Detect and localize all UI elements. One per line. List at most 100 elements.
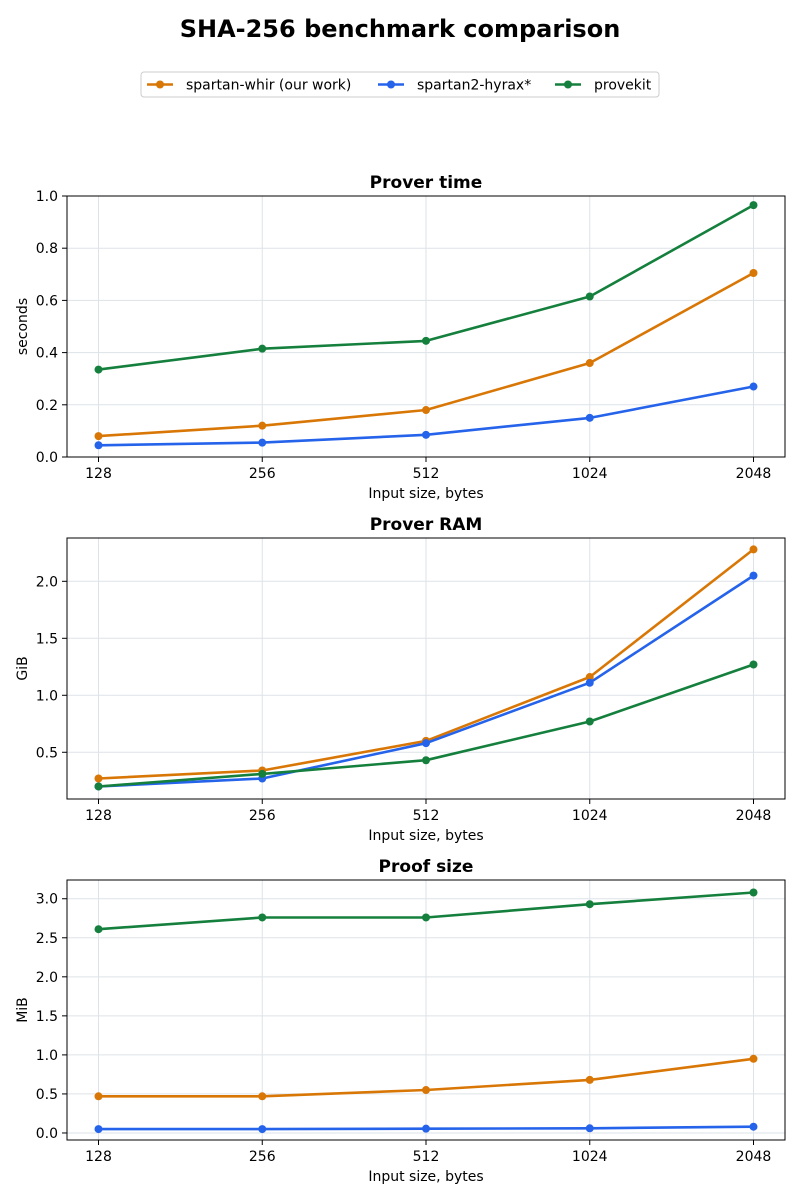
x-tick-label: 256 [249, 808, 276, 824]
data-point [749, 382, 758, 391]
data-point [749, 545, 758, 554]
data-point [749, 888, 758, 897]
y-axis-label: GiB [15, 656, 31, 680]
x-tick-label: 2048 [736, 466, 772, 482]
data-point [749, 660, 758, 669]
y-tick-label: 1.0 [36, 1048, 58, 1064]
data-point [749, 571, 758, 580]
data-point [94, 365, 103, 374]
data-point [94, 441, 103, 450]
legend-label: provekit [594, 78, 652, 94]
data-point [258, 421, 267, 430]
x-tick-label: 1024 [572, 466, 608, 482]
y-tick-label: 0.6 [36, 293, 58, 309]
data-point [258, 1092, 267, 1101]
x-tick-label: 1024 [572, 1149, 608, 1165]
data-point [749, 1122, 758, 1131]
data-point [258, 769, 267, 778]
data-point [94, 1092, 103, 1101]
x-tick-label: 128 [85, 808, 112, 824]
chart-panel: 128 256 512 1024 2048 0.5 1.0 1.5 2.0 Prover RAM I… [15, 515, 786, 844]
series [94, 1122, 758, 1134]
x-tick-label: 2048 [736, 808, 772, 824]
data-point [94, 925, 103, 934]
x-axis-label: Input size, bytes [368, 828, 483, 844]
x-axis-label: Input size, bytes [368, 1169, 483, 1185]
series [94, 201, 758, 374]
figure-title: SHA-256 benchmark comparison [180, 15, 621, 43]
legend-entry: spartan-whir (our work) [147, 78, 351, 94]
x-tick-label: 128 [85, 466, 112, 482]
data-point [749, 201, 758, 210]
chart-title: Prover time [370, 173, 483, 193]
legend-entry: spartan2-hyrax* [378, 78, 531, 94]
data-point [585, 678, 594, 687]
x-axis-label: Input size, bytes [368, 486, 483, 502]
data-point [422, 406, 430, 415]
data-point [585, 292, 594, 301]
data-point [94, 1125, 103, 1134]
chart-panel: 128 256 512 1024 2048 0.0 0.2 0.4 0.6 0.8 1.0 Prove… [15, 173, 786, 502]
data-point [422, 913, 430, 922]
legend-marker [564, 80, 572, 89]
y-tick-label: 2.0 [36, 970, 58, 986]
data-point [422, 430, 430, 439]
x-tick-label: 256 [249, 1149, 276, 1165]
data-point [258, 913, 267, 922]
legend-entry: provekit [555, 78, 652, 94]
data-point [422, 756, 430, 765]
y-tick-label: 2.5 [36, 931, 58, 947]
y-tick-label: 2.0 [36, 574, 58, 590]
y-tick-label: 3.0 [36, 892, 58, 908]
data-point [258, 344, 267, 353]
data-point [749, 1054, 758, 1063]
series [94, 268, 758, 441]
data-point [585, 1075, 594, 1084]
data-point [422, 1086, 430, 1095]
legend-marker [156, 80, 164, 89]
series [94, 382, 758, 450]
data-point [585, 413, 594, 422]
legend: spartan-whir (our work) spartan2-hyrax* pr… [140, 71, 660, 98]
x-tick-label: 128 [85, 1149, 112, 1165]
x-tick-label: 2048 [736, 1149, 772, 1165]
x-tick-label: 512 [413, 1149, 440, 1165]
legend-label: spartan2-hyrax* [417, 78, 531, 94]
data-point [422, 336, 430, 345]
data-point [258, 1125, 267, 1134]
data-point [422, 1124, 430, 1133]
x-tick-label: 256 [249, 466, 276, 482]
y-tick-label: 1.0 [36, 189, 58, 205]
legend-label: spartan-whir (our work) [186, 78, 351, 94]
x-tick-label: 512 [413, 808, 440, 824]
data-point [94, 774, 103, 783]
y-tick-label: 0.2 [36, 398, 58, 414]
y-tick-label: 0.8 [36, 241, 58, 257]
y-tick-label: 0.0 [36, 1126, 58, 1142]
data-point [585, 900, 594, 909]
chart-title: Prover RAM [370, 515, 483, 535]
y-tick-label: 0.5 [36, 745, 58, 761]
chart-title: Proof size [379, 857, 474, 877]
data-point [585, 359, 594, 368]
x-tick-label: 512 [413, 466, 440, 482]
series [94, 660, 758, 791]
data-point [94, 782, 103, 791]
data-point [422, 739, 430, 748]
data-point [585, 1124, 594, 1133]
y-tick-label: 0.5 [36, 1087, 58, 1103]
y-tick-label: 0.4 [36, 346, 58, 362]
data-point [749, 268, 758, 277]
y-axis-label: seconds [15, 298, 31, 355]
legend-marker [387, 80, 395, 89]
y-axis-label: MiB [15, 997, 31, 1023]
x-tick-label: 1024 [572, 808, 608, 824]
data-point [94, 432, 103, 441]
y-tick-label: 1.5 [36, 631, 58, 647]
y-tick-label: 0.0 [36, 450, 58, 466]
data-point [585, 717, 594, 726]
y-tick-label: 1.5 [36, 1009, 58, 1025]
y-tick-label: 1.0 [36, 688, 58, 704]
series [94, 1054, 758, 1101]
